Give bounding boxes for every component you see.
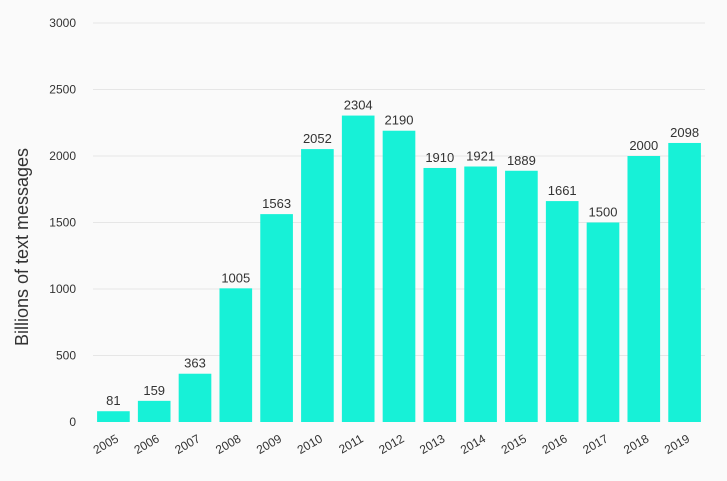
x-tick-label-2012: 2012 [376,431,406,457]
data-label-2009: 1563 [262,196,291,211]
x-tick-label-2011: 2011 [336,431,366,456]
data-label-2005: 81 [106,393,120,408]
y-tick-label-500: 500 [56,349,76,363]
data-label-2018: 2000 [629,138,658,153]
data-label-2012: 2190 [385,113,414,128]
x-tick-label-2007: 2007 [172,431,202,457]
y-tick-label-1000: 1000 [49,282,76,296]
bars [97,115,701,423]
bar-2018 [627,156,661,422]
data-label-2016: 1661 [548,183,577,198]
bar-2019 [668,142,701,422]
bar-2017 [586,222,620,422]
bar-2013 [423,167,457,422]
bar-2005 [97,411,130,422]
y-tick-label-2500: 2500 [49,83,76,97]
data-labels: 81 159 363 1005 1563 2052 2304 2190 1910 1921 1889… [106,98,699,409]
bar-2012 [382,130,416,423]
y-tick-label-0: 0 [69,415,76,429]
x-tick-label-2006: 2006 [132,431,162,457]
bar-2007 [178,373,212,422]
data-label-2019: 2098 [670,125,699,140]
bar-2008 [219,288,253,422]
data-label-2011: 2304 [344,98,373,113]
x-tick-label-2010: 2010 [295,431,325,457]
bar-2014 [464,166,497,422]
bar-2011 [341,115,375,423]
x-axis-ticks: 2005 2006 2007 2008 2009 2010 2011 2012 2013 2014… [91,431,693,457]
bar-2016 [545,201,579,422]
y-tick-label-1500: 1500 [49,216,76,230]
data-label-2015: 1889 [507,153,536,168]
data-label-2017: 1500 [589,205,618,220]
x-tick-label-2016: 2016 [540,431,570,457]
data-label-2013: 1910 [425,150,454,165]
x-tick-label-2005: 2005 [91,431,121,457]
x-tick-label-2008: 2008 [213,431,243,457]
data-label-2014: 1921 [466,149,495,164]
x-tick-label-2013: 2013 [417,431,447,457]
y-tick-label-2000: 2000 [49,149,76,163]
data-label-2006: 159 [143,383,165,398]
bar-2009 [260,214,293,422]
data-label-2007: 363 [184,356,206,371]
x-tick-label-2018: 2018 [621,431,651,457]
x-tick-label-2014: 2014 [458,431,488,457]
x-tick-label-2015: 2015 [499,431,529,457]
data-label-2010: 2052 [303,131,332,146]
y-axis-title: Billions of text messages [12,148,32,346]
bar-2006 [137,400,171,422]
y-axis-ticks: 0 500 1000 1500 2000 2500 3000 [49,16,76,429]
x-tick-label-2017: 2017 [580,431,610,457]
x-tick-label-2019: 2019 [662,431,692,457]
bar-2010 [301,149,334,423]
bar-2015 [505,170,538,422]
x-tick-label-2009: 2009 [254,431,284,457]
data-label-2008: 1005 [221,270,250,285]
y-tick-label-3000: 3000 [49,16,76,30]
